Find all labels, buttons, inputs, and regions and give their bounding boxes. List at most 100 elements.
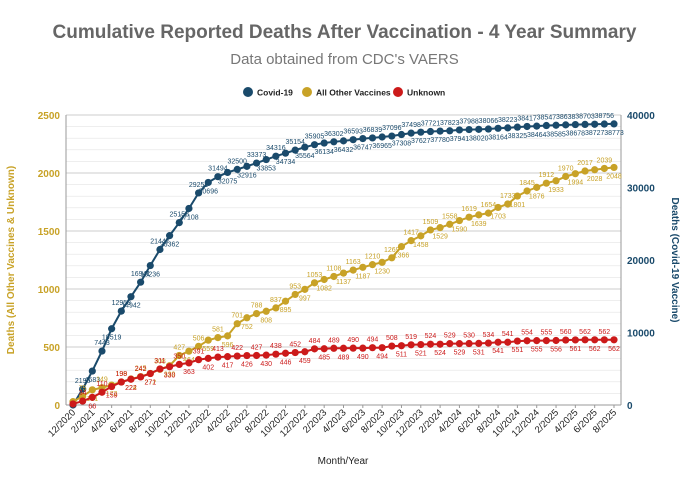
data-label: 506 [193,335,205,342]
data-point [368,134,377,142]
data-point [146,369,154,378]
data-label: 534 [483,332,495,339]
data-point [214,173,222,181]
legend-label: Unknown [407,88,445,98]
data-label: 1187 [355,273,370,280]
data-point [233,352,241,360]
x-axis-title: Month/Year [318,456,369,467]
data-label: 1163 [346,259,361,266]
data-point [513,192,521,200]
data-point [310,279,319,287]
data-point [214,353,222,361]
data-label: 1733 [500,193,516,200]
data-label: 75 [79,385,87,392]
data-point [204,336,212,344]
data-label: 459 [299,358,311,365]
data-label: 38703 [575,113,595,120]
chart-title: Cumulative Reported Deaths After Vaccina… [52,22,637,43]
data-point [455,340,464,348]
y-axis-title-right: Deaths (Covid-19 Vaccine) [669,197,680,322]
data-point [484,209,493,217]
data-label: 38585 [546,131,566,138]
data-point [272,304,280,312]
data-label: 35154 [285,139,305,146]
data-label: 311 [154,358,165,365]
data-label: 561 [570,346,582,353]
data-point [581,167,589,175]
data-point [494,124,502,132]
data-point [455,126,464,134]
data-label: 402 [202,364,214,371]
data-label: 37498 [401,122,421,129]
data-point [79,385,87,393]
data-label: 350 [173,353,185,360]
legend-marker [302,87,312,97]
data-point [591,166,599,174]
data-point [349,344,357,352]
data-label: 38020 [469,135,489,142]
data-point [233,320,241,328]
data-label: 1876 [529,193,545,200]
data-point [426,340,435,348]
data-label: 4683 [85,377,101,384]
data-label: 596 [222,342,234,349]
data-label: 37721 [421,121,441,128]
data-point [272,152,280,160]
data-label: 36965 [372,143,392,150]
y-tick-label-left: 2500 [38,111,61,122]
data-label: 1269 [384,247,400,254]
data-point [88,367,96,375]
data-label: 1970 [558,165,574,172]
data-label: 1654 [481,202,497,209]
data-point [494,203,502,212]
data-point [475,125,483,133]
data-point [359,263,367,271]
data-point [504,124,512,132]
data-point [291,290,299,299]
data-label: 1912 [539,172,555,179]
data-label: 272 [144,379,156,386]
data-point [407,341,415,349]
data-point [397,130,406,139]
data-point [600,120,608,128]
data-label: 36134 [314,149,334,156]
data-label: 36302 [324,131,344,138]
data-point [359,134,367,143]
data-point [262,307,270,315]
data-point [117,378,125,386]
data-label: 33853 [256,166,276,173]
data-label: 489 [328,337,340,344]
data-point [388,132,396,140]
data-point [194,189,203,197]
data-label: 172 [106,391,118,398]
data-point [446,340,454,348]
data-point [281,149,290,157]
data-label: 32916 [237,172,257,179]
data-label: 12953 [112,300,132,307]
data-point [513,337,521,345]
data-label: 199 [115,371,127,378]
data-point [69,400,77,408]
data-point [397,342,406,350]
data-point [310,141,319,149]
data-point [600,336,608,344]
data-point [175,219,183,227]
data-label: 1230 [374,268,390,275]
data-label: 559 [202,346,214,353]
data-label: 38773 [604,130,624,137]
data-point [127,293,135,301]
data-point [272,350,280,358]
data-point [571,336,579,344]
data-label: 555 [541,330,553,337]
y-tick-label-right: 30000 [627,184,655,195]
data-label: 32075 [218,178,238,185]
data-point [310,345,319,353]
data-label: 494 [376,354,388,361]
data-label: 554 [521,330,533,337]
data-label: 38678 [566,131,586,138]
data-label: 38638 [556,114,576,121]
data-point [98,347,106,355]
data-label: 159 [106,393,118,400]
data-point [146,261,154,270]
